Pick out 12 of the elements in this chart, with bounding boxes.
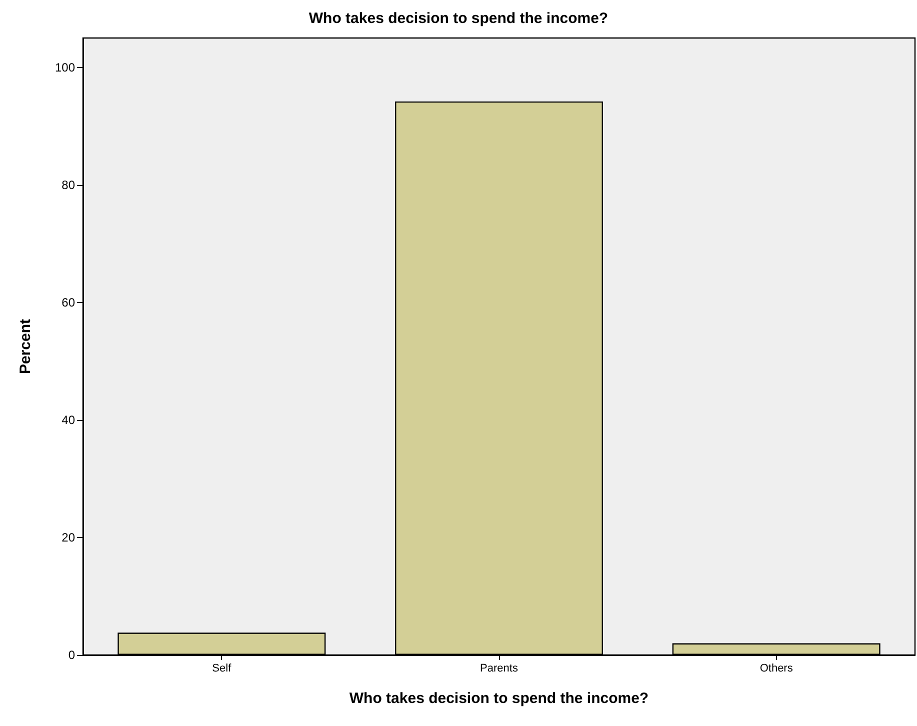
x-tick-label: Others <box>760 662 794 674</box>
y-tick-label: 0 <box>68 648 76 662</box>
chart-title: Who takes decision to spend the income? <box>308 10 608 27</box>
y-tick-label: 20 <box>62 530 76 544</box>
y-tick-label: 40 <box>62 412 76 427</box>
y-tick-label: 100 <box>54 60 76 74</box>
x-tick-label: Parents <box>480 662 518 674</box>
y-axis-title: Percent <box>17 318 34 374</box>
x-axis-title: Who takes decision to spend the income? <box>349 690 649 707</box>
y-tick-label: 60 <box>62 295 76 310</box>
x-tick-label: Self <box>212 662 232 674</box>
y-tick-label: 80 <box>62 178 76 192</box>
